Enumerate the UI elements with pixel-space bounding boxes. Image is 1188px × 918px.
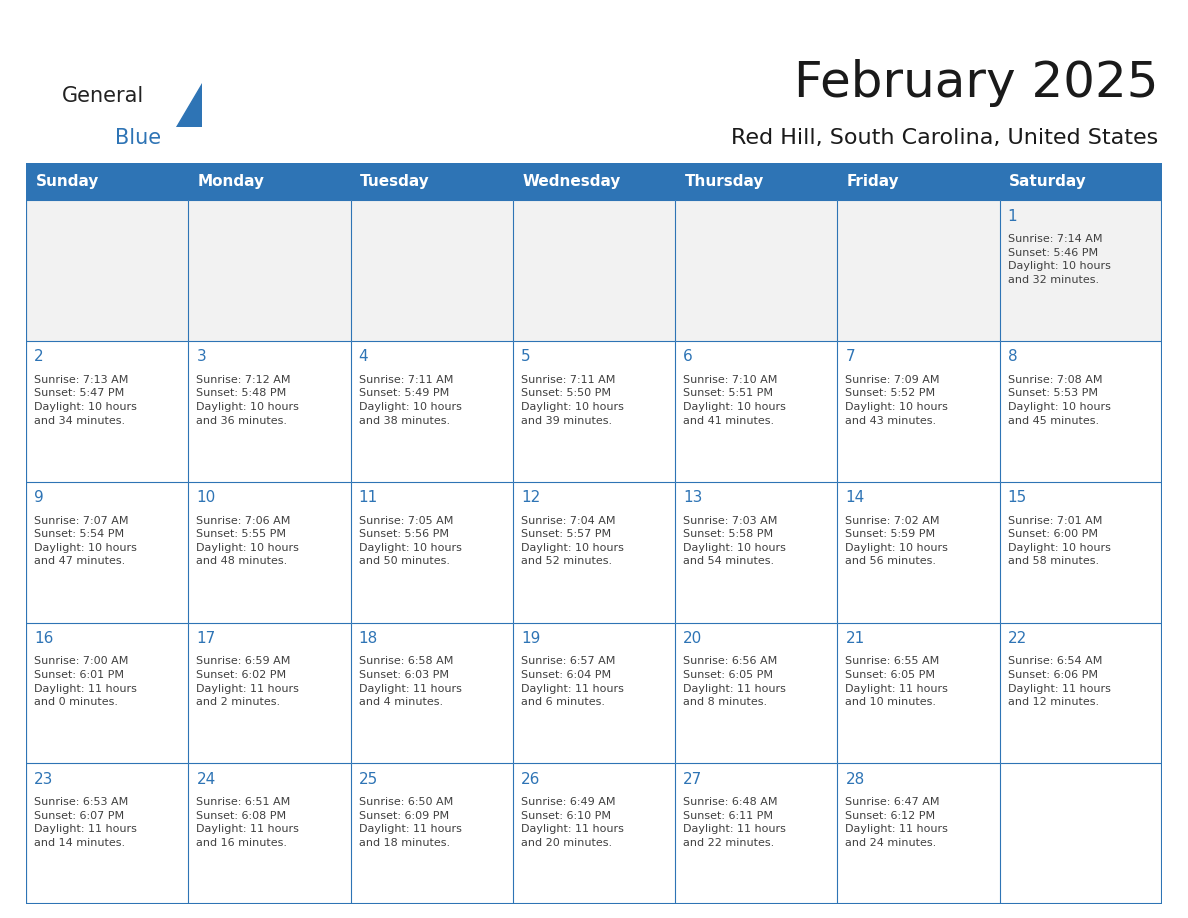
Text: 12: 12	[522, 490, 541, 505]
Text: 7: 7	[846, 350, 855, 364]
Text: 28: 28	[846, 772, 865, 787]
Text: Sunrise: 7:08 AM
Sunset: 5:53 PM
Daylight: 10 hours
and 45 minutes.: Sunrise: 7:08 AM Sunset: 5:53 PM Dayligh…	[1007, 375, 1111, 426]
Text: 6: 6	[683, 350, 693, 364]
Text: Sunrise: 7:04 AM
Sunset: 5:57 PM
Daylight: 10 hours
and 52 minutes.: Sunrise: 7:04 AM Sunset: 5:57 PM Dayligh…	[522, 516, 624, 566]
Text: Sunrise: 7:07 AM
Sunset: 5:54 PM
Daylight: 10 hours
and 47 minutes.: Sunrise: 7:07 AM Sunset: 5:54 PM Dayligh…	[34, 516, 137, 566]
Text: Thursday: Thursday	[684, 174, 764, 189]
Text: Blue: Blue	[115, 128, 162, 148]
Text: Sunrise: 6:58 AM
Sunset: 6:03 PM
Daylight: 11 hours
and 4 minutes.: Sunrise: 6:58 AM Sunset: 6:03 PM Dayligh…	[359, 656, 462, 707]
Text: 24: 24	[196, 772, 216, 787]
Text: Sunday: Sunday	[36, 174, 100, 189]
Text: 15: 15	[1007, 490, 1026, 505]
Text: 23: 23	[34, 772, 53, 787]
Text: Sunrise: 7:11 AM
Sunset: 5:50 PM
Daylight: 10 hours
and 39 minutes.: Sunrise: 7:11 AM Sunset: 5:50 PM Dayligh…	[522, 375, 624, 426]
Text: Sunrise: 7:06 AM
Sunset: 5:55 PM
Daylight: 10 hours
and 48 minutes.: Sunrise: 7:06 AM Sunset: 5:55 PM Dayligh…	[196, 516, 299, 566]
Text: Wednesday: Wednesday	[523, 174, 621, 189]
Text: Sunrise: 7:05 AM
Sunset: 5:56 PM
Daylight: 10 hours
and 50 minutes.: Sunrise: 7:05 AM Sunset: 5:56 PM Dayligh…	[359, 516, 462, 566]
Text: Saturday: Saturday	[1010, 174, 1087, 189]
Text: Sunrise: 6:51 AM
Sunset: 6:08 PM
Daylight: 11 hours
and 16 minutes.: Sunrise: 6:51 AM Sunset: 6:08 PM Dayligh…	[196, 797, 299, 848]
Polygon shape	[176, 83, 202, 127]
Text: 27: 27	[683, 772, 702, 787]
Text: Sunrise: 7:03 AM
Sunset: 5:58 PM
Daylight: 10 hours
and 54 minutes.: Sunrise: 7:03 AM Sunset: 5:58 PM Dayligh…	[683, 516, 786, 566]
Text: Sunrise: 7:09 AM
Sunset: 5:52 PM
Daylight: 10 hours
and 43 minutes.: Sunrise: 7:09 AM Sunset: 5:52 PM Dayligh…	[846, 375, 948, 426]
Text: 14: 14	[846, 490, 865, 505]
Text: 22: 22	[1007, 631, 1026, 646]
Text: Sunrise: 6:56 AM
Sunset: 6:05 PM
Daylight: 11 hours
and 8 minutes.: Sunrise: 6:56 AM Sunset: 6:05 PM Dayligh…	[683, 656, 786, 707]
Text: 9: 9	[34, 490, 44, 505]
Text: 26: 26	[522, 772, 541, 787]
Text: Sunrise: 6:57 AM
Sunset: 6:04 PM
Daylight: 11 hours
and 6 minutes.: Sunrise: 6:57 AM Sunset: 6:04 PM Dayligh…	[522, 656, 624, 707]
Text: 19: 19	[522, 631, 541, 646]
Text: Sunrise: 7:01 AM
Sunset: 6:00 PM
Daylight: 10 hours
and 58 minutes.: Sunrise: 7:01 AM Sunset: 6:00 PM Dayligh…	[1007, 516, 1111, 566]
Text: Red Hill, South Carolina, United States: Red Hill, South Carolina, United States	[731, 128, 1158, 148]
Text: Sunrise: 6:55 AM
Sunset: 6:05 PM
Daylight: 11 hours
and 10 minutes.: Sunrise: 6:55 AM Sunset: 6:05 PM Dayligh…	[846, 656, 948, 707]
Text: 2: 2	[34, 350, 44, 364]
Text: 5: 5	[522, 350, 531, 364]
Text: 16: 16	[34, 631, 53, 646]
Text: Sunrise: 7:02 AM
Sunset: 5:59 PM
Daylight: 10 hours
and 56 minutes.: Sunrise: 7:02 AM Sunset: 5:59 PM Dayligh…	[846, 516, 948, 566]
Text: 17: 17	[196, 631, 216, 646]
Text: Sunrise: 6:59 AM
Sunset: 6:02 PM
Daylight: 11 hours
and 2 minutes.: Sunrise: 6:59 AM Sunset: 6:02 PM Dayligh…	[196, 656, 299, 707]
Text: General: General	[62, 86, 144, 106]
Text: 8: 8	[1007, 350, 1017, 364]
Text: 13: 13	[683, 490, 702, 505]
Text: 11: 11	[359, 490, 378, 505]
Text: 21: 21	[846, 631, 865, 646]
Text: 1: 1	[1007, 208, 1017, 224]
Text: February 2025: February 2025	[794, 59, 1158, 106]
Text: 3: 3	[196, 350, 207, 364]
Text: Sunrise: 7:10 AM
Sunset: 5:51 PM
Daylight: 10 hours
and 41 minutes.: Sunrise: 7:10 AM Sunset: 5:51 PM Dayligh…	[683, 375, 786, 426]
Text: 4: 4	[359, 350, 368, 364]
Text: Sunrise: 7:00 AM
Sunset: 6:01 PM
Daylight: 11 hours
and 0 minutes.: Sunrise: 7:00 AM Sunset: 6:01 PM Dayligh…	[34, 656, 137, 707]
Text: 10: 10	[196, 490, 216, 505]
Text: Sunrise: 6:50 AM
Sunset: 6:09 PM
Daylight: 11 hours
and 18 minutes.: Sunrise: 6:50 AM Sunset: 6:09 PM Dayligh…	[359, 797, 462, 848]
Text: Sunrise: 6:54 AM
Sunset: 6:06 PM
Daylight: 11 hours
and 12 minutes.: Sunrise: 6:54 AM Sunset: 6:06 PM Dayligh…	[1007, 656, 1111, 707]
Text: Monday: Monday	[198, 174, 265, 189]
Text: 20: 20	[683, 631, 702, 646]
Text: 25: 25	[359, 772, 378, 787]
Text: Sunrise: 7:11 AM
Sunset: 5:49 PM
Daylight: 10 hours
and 38 minutes.: Sunrise: 7:11 AM Sunset: 5:49 PM Dayligh…	[359, 375, 462, 426]
Text: Friday: Friday	[847, 174, 899, 189]
Text: Sunrise: 7:13 AM
Sunset: 5:47 PM
Daylight: 10 hours
and 34 minutes.: Sunrise: 7:13 AM Sunset: 5:47 PM Dayligh…	[34, 375, 137, 426]
Text: Tuesday: Tuesday	[360, 174, 430, 189]
Text: Sunrise: 6:53 AM
Sunset: 6:07 PM
Daylight: 11 hours
and 14 minutes.: Sunrise: 6:53 AM Sunset: 6:07 PM Dayligh…	[34, 797, 137, 848]
Text: Sunrise: 6:49 AM
Sunset: 6:10 PM
Daylight: 11 hours
and 20 minutes.: Sunrise: 6:49 AM Sunset: 6:10 PM Dayligh…	[522, 797, 624, 848]
Text: Sunrise: 7:14 AM
Sunset: 5:46 PM
Daylight: 10 hours
and 32 minutes.: Sunrise: 7:14 AM Sunset: 5:46 PM Dayligh…	[1007, 234, 1111, 285]
Text: Sunrise: 7:12 AM
Sunset: 5:48 PM
Daylight: 10 hours
and 36 minutes.: Sunrise: 7:12 AM Sunset: 5:48 PM Dayligh…	[196, 375, 299, 426]
Text: Sunrise: 6:47 AM
Sunset: 6:12 PM
Daylight: 11 hours
and 24 minutes.: Sunrise: 6:47 AM Sunset: 6:12 PM Dayligh…	[846, 797, 948, 848]
Text: 18: 18	[359, 631, 378, 646]
Text: Sunrise: 6:48 AM
Sunset: 6:11 PM
Daylight: 11 hours
and 22 minutes.: Sunrise: 6:48 AM Sunset: 6:11 PM Dayligh…	[683, 797, 786, 848]
